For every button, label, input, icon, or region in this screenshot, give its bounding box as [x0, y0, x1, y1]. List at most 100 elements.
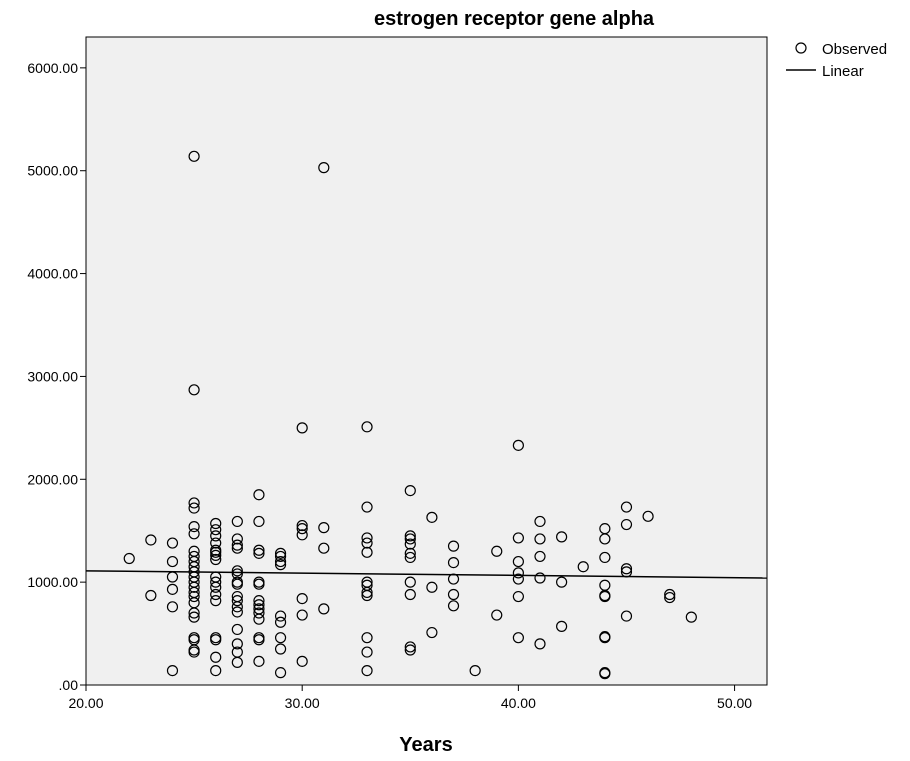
observed-point — [512, 573, 524, 585]
observed-point — [447, 588, 460, 601]
observed-point — [231, 638, 243, 650]
observed-point — [447, 573, 460, 585]
observed-point — [556, 531, 568, 543]
observed-point — [361, 589, 373, 602]
observed-point — [145, 589, 157, 602]
observed-point — [274, 555, 287, 568]
observed-point — [188, 520, 200, 533]
observed-point — [231, 606, 243, 618]
observed-point — [361, 532, 373, 544]
observed-point — [166, 601, 179, 613]
observed-point — [318, 162, 330, 174]
observed-point — [664, 588, 676, 601]
y-tick-label: 1000.00 — [27, 574, 78, 590]
observed-point — [166, 555, 179, 568]
y-tick-label: 3000.00 — [27, 368, 78, 384]
observed-point — [253, 607, 265, 619]
observed-point — [210, 588, 222, 601]
legend-observed-marker — [795, 42, 807, 54]
observed-point — [210, 524, 222, 536]
observed-point — [253, 547, 265, 559]
observed-point — [188, 581, 200, 593]
observed-point — [426, 626, 438, 639]
y-tick-label: 6000.00 — [27, 60, 78, 76]
observed-point — [231, 539, 243, 551]
observed-point — [404, 588, 416, 601]
observed-point — [620, 563, 633, 575]
observed-point — [274, 559, 287, 571]
observed-point — [296, 529, 308, 541]
observed-series — [123, 150, 697, 680]
x-tick-label: 40.00 — [501, 695, 536, 711]
observed-point — [404, 530, 416, 542]
observed-point — [404, 641, 416, 653]
observed-point — [512, 555, 524, 568]
observed-point — [188, 502, 200, 514]
y-tick-label: 2000.00 — [27, 471, 78, 487]
observed-point — [447, 556, 460, 569]
observed-point — [210, 595, 222, 607]
observed-point — [426, 511, 438, 523]
observed-point — [599, 668, 611, 680]
legend-linear-label: Linear — [822, 63, 864, 80]
observed-point — [599, 551, 611, 564]
observed-point — [231, 542, 243, 554]
observed-point — [210, 546, 222, 558]
observed-point — [253, 655, 265, 667]
observed-point — [210, 576, 222, 588]
observed-point — [123, 552, 135, 565]
observed-point — [188, 607, 200, 619]
observed-point — [599, 632, 611, 644]
observed-point — [231, 656, 243, 668]
observed-point — [404, 547, 416, 559]
observed-point — [361, 421, 373, 433]
observed-point — [166, 664, 179, 677]
observed-point — [447, 540, 460, 552]
observed-point — [404, 533, 416, 545]
x-axis-label: Years — [399, 734, 452, 756]
observed-point — [534, 572, 546, 584]
observed-point — [404, 576, 416, 588]
observed-point — [274, 643, 287, 655]
observed-point — [556, 620, 568, 632]
observed-point — [296, 523, 308, 535]
observed-point — [231, 515, 243, 528]
observed-point — [274, 667, 287, 679]
observed-point — [188, 590, 200, 603]
observed-point — [447, 600, 460, 612]
observed-point — [534, 638, 546, 650]
observed-point — [296, 519, 308, 532]
observed-point — [296, 592, 308, 605]
observed-point — [512, 532, 524, 544]
x-axis: 20.00 30.00 40.00 50.00 — [68, 685, 752, 711]
observed-point — [599, 590, 611, 603]
y-tick-label: 4000.00 — [27, 266, 78, 282]
observed-point — [577, 561, 589, 573]
observed-point — [512, 632, 524, 644]
observed-point — [166, 583, 179, 595]
observed-point — [253, 599, 265, 611]
observed-point — [534, 550, 546, 563]
observed-point — [469, 664, 481, 677]
observed-point — [361, 537, 373, 549]
observed-point — [642, 510, 654, 522]
observed-point — [512, 567, 524, 579]
observed-point — [210, 553, 222, 566]
observed-point — [556, 576, 568, 588]
observed-point — [404, 644, 416, 656]
observed-point — [404, 538, 416, 550]
observed-point — [296, 422, 308, 434]
observed-point — [188, 528, 200, 540]
observed-point — [664, 591, 676, 604]
observed-point — [231, 565, 243, 577]
observed-point — [361, 664, 373, 677]
observed-point — [210, 530, 222, 542]
observed-point — [210, 651, 222, 663]
observed-point — [166, 571, 179, 583]
observed-point — [274, 547, 287, 559]
observed-point — [188, 611, 200, 623]
observed-point — [361, 646, 373, 658]
x-tick-label: 20.00 — [68, 695, 103, 711]
observed-point — [620, 518, 633, 531]
